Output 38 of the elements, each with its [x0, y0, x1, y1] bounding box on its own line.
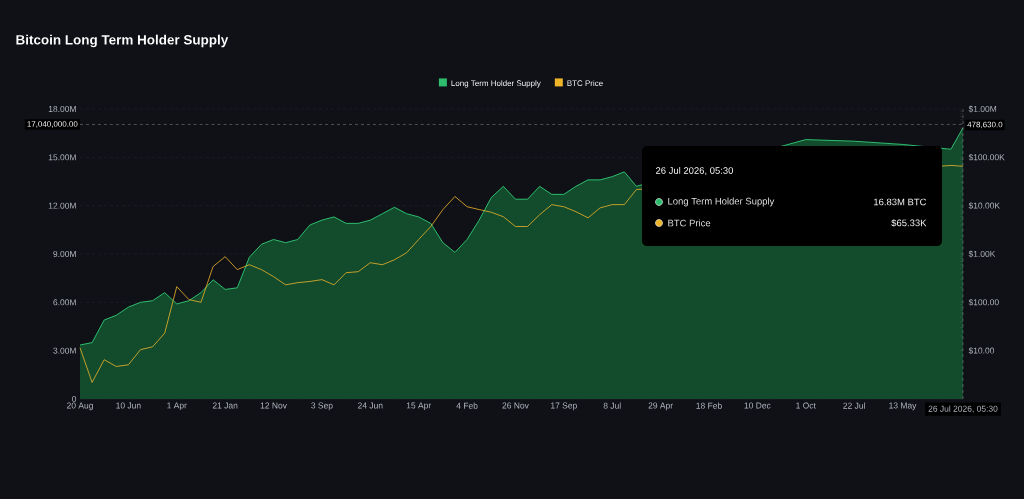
x-tick-label: 18 Feb — [696, 402, 722, 409]
y-tick-label: 18.00M — [48, 105, 76, 112]
y-tick-label: 12.00M — [48, 202, 76, 209]
y-tick-label: 15.00M — [48, 154, 76, 161]
x-tick-label: 10 Jun — [116, 402, 141, 409]
x-tick-label: 1 Apr — [167, 402, 187, 411]
x-tick-label: 26 Nov — [502, 402, 529, 409]
annotation: $65.33K — [891, 219, 927, 227]
x-tick-label: 21 Jan — [212, 402, 238, 409]
y-tick-label: 3.00M — [53, 347, 76, 354]
x-tick-label: 24 Jun — [358, 402, 383, 409]
x-tick-label: 17 Sep — [551, 402, 577, 411]
x-tick-label: 10 Dec — [744, 402, 771, 409]
x-tick-label: 4 Feb — [456, 402, 478, 409]
y2-tick-label: $1.00M — [968, 105, 997, 113]
x-tick-label: 20 Aug — [67, 402, 93, 411]
legend-label: BTC Price — [668, 219, 711, 227]
y-tick-label: 0 — [72, 395, 77, 402]
x-tick-label: 1 Oct — [796, 402, 816, 409]
y2-tick-label: $10.00 — [968, 347, 995, 355]
chart-title: Bitcoin Long Term Holder Supply — [16, 34, 229, 48]
y2-tick-label: $1.00K — [968, 250, 996, 258]
x-tick-label: 12 Nov — [260, 402, 287, 409]
annotation: 16.83M BTC — [874, 198, 927, 206]
y-tick-label: 6.00M — [53, 299, 76, 306]
x-tick-label: 15 Apr — [406, 402, 432, 411]
text: 26 Jul 2026, 05:30 — [655, 166, 734, 176]
y-tick-label: 9.00M — [53, 250, 76, 257]
y2-tick-label: $100.00 — [968, 298, 999, 306]
x-tick-label: 29 Apr — [648, 402, 673, 411]
y2-tick-label: $100.00K — [968, 153, 1005, 161]
x-tick-label: 22 Jul — [843, 402, 865, 409]
x-tick-label: 8 Jul — [603, 402, 621, 409]
x-tick-label: 3 Sep — [311, 402, 333, 411]
x-tick-label: 13 May — [889, 402, 917, 411]
y2-tick-label: $10.00K — [968, 202, 1000, 210]
legend-label: Long Term Holder Supply — [668, 197, 775, 207]
x-tick-label: 26 Jul 2026, 05:30 — [928, 405, 998, 413]
